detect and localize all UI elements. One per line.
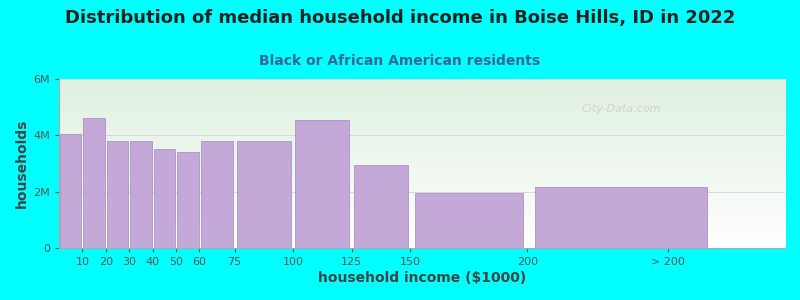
Bar <box>415 193 522 248</box>
Bar <box>83 118 105 248</box>
Bar <box>60 134 82 248</box>
Bar <box>154 149 175 248</box>
Bar <box>354 165 408 248</box>
Bar <box>130 141 152 248</box>
X-axis label: household income ($1000): household income ($1000) <box>318 271 526 285</box>
Bar <box>177 152 198 248</box>
Bar <box>535 187 707 248</box>
Y-axis label: households: households <box>15 119 29 208</box>
Text: Black or African American residents: Black or African American residents <box>259 54 541 68</box>
Text: Distribution of median household income in Boise Hills, ID in 2022: Distribution of median household income … <box>65 9 735 27</box>
Bar <box>295 120 350 248</box>
Bar <box>237 141 291 248</box>
Bar <box>106 141 128 248</box>
Text: City-Data.com: City-Data.com <box>582 104 662 114</box>
Bar <box>201 141 233 248</box>
